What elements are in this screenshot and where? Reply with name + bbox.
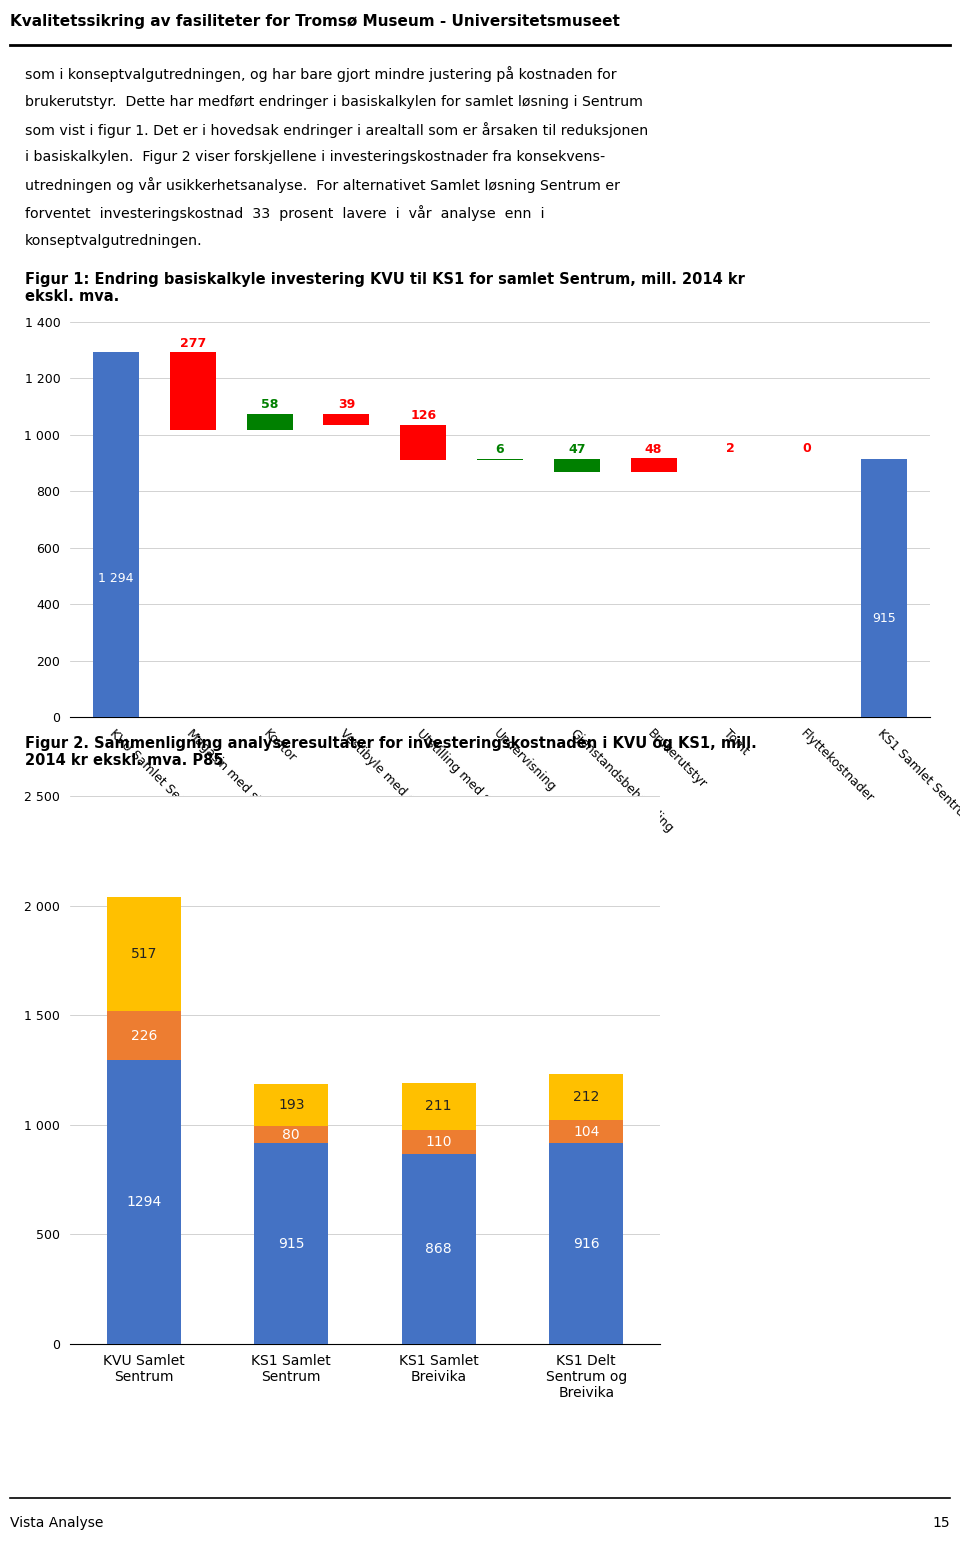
Text: 193: 193 (278, 1097, 304, 1111)
Bar (549, 1143, 623, 1344)
Text: konseptvalgutredningen.: konseptvalgutredningen. (25, 234, 203, 248)
Bar (549, 1074, 623, 1120)
Text: 2: 2 (726, 442, 734, 456)
Text: 126: 126 (410, 410, 436, 422)
Bar (400, 425, 446, 461)
Text: i basiskalkylen.  Figur 2 viser forskjellene i investeringskostnader fra konsekv: i basiskalkylen. Figur 2 viser forskjell… (25, 151, 605, 165)
Bar (107, 897, 180, 1011)
Text: 226: 226 (131, 1028, 156, 1043)
Bar (554, 459, 600, 472)
Text: brukerutstyr.  Dette har medført endringer i basiskalkylen for samlet løsning i : brukerutstyr. Dette har medført endringe… (25, 96, 643, 109)
Text: 0: 0 (803, 442, 811, 456)
Text: Figur 1: Endring basiskalkyle investering KVU til KS1 for samlet Sentrum, mill. : Figur 1: Endring basiskalkyle investerin… (25, 273, 745, 305)
Text: 6: 6 (495, 444, 504, 456)
Text: 48: 48 (645, 442, 662, 456)
Bar (107, 1060, 180, 1344)
Bar (477, 459, 523, 461)
Text: 39: 39 (338, 399, 355, 411)
Bar (170, 351, 216, 430)
Text: som i konseptvalgutredningen, og har bare gjort mindre justering på kostnaden fo: som i konseptvalgutredningen, og har bar… (25, 66, 616, 82)
Text: 212: 212 (573, 1089, 599, 1105)
Bar (861, 459, 907, 717)
Text: utredningen og vår usikkerhetsanalyse.  For alternativet Samlet løsning Sentrum : utredningen og vår usikkerhetsanalyse. F… (25, 177, 620, 193)
Text: Vista Analyse: Vista Analyse (10, 1516, 103, 1530)
Bar (402, 1083, 475, 1130)
Text: forventet  investeringskostnad  33  prosent  lavere  i  vår  analyse  enn  i: forventet investeringskostnad 33 prosent… (25, 205, 544, 222)
Text: som vist i figur 1. Det er i hovedsak endringer i arealtall som er årsaken til r: som vist i figur 1. Det er i hovedsak en… (25, 122, 648, 137)
Text: 58: 58 (261, 399, 278, 411)
Bar (254, 1126, 328, 1143)
Bar (247, 413, 293, 430)
Text: 47: 47 (568, 444, 586, 456)
Bar (254, 1083, 328, 1126)
Text: 517: 517 (131, 948, 156, 962)
Text: 1294: 1294 (126, 1196, 161, 1210)
Bar (631, 458, 677, 472)
Text: 1 294: 1 294 (98, 572, 133, 584)
Text: Kvalitetssikring av fasiliteter for Tromsø Museum - Universitetsmuseet: Kvalitetssikring av fasiliteter for Trom… (10, 14, 619, 29)
Text: 916: 916 (573, 1236, 600, 1251)
Text: 915: 915 (872, 612, 896, 626)
Bar (549, 1120, 623, 1143)
Text: 110: 110 (425, 1134, 452, 1148)
Text: 915: 915 (278, 1237, 304, 1251)
Bar (402, 1130, 475, 1154)
Text: 211: 211 (425, 1099, 452, 1114)
Text: 104: 104 (573, 1125, 599, 1139)
Bar (93, 351, 139, 717)
Text: 15: 15 (933, 1516, 950, 1530)
Text: 277: 277 (180, 336, 206, 350)
Text: 80: 80 (282, 1128, 300, 1142)
Bar (254, 1143, 328, 1344)
Bar (402, 1154, 475, 1344)
Text: 868: 868 (425, 1242, 452, 1256)
Text: Figur 2. Sammenligning analyseresultater for investeringskostnaden i KVU og KS1,: Figur 2. Sammenligning analyseresultater… (25, 737, 756, 769)
Bar (107, 1011, 180, 1060)
Bar (324, 413, 370, 425)
